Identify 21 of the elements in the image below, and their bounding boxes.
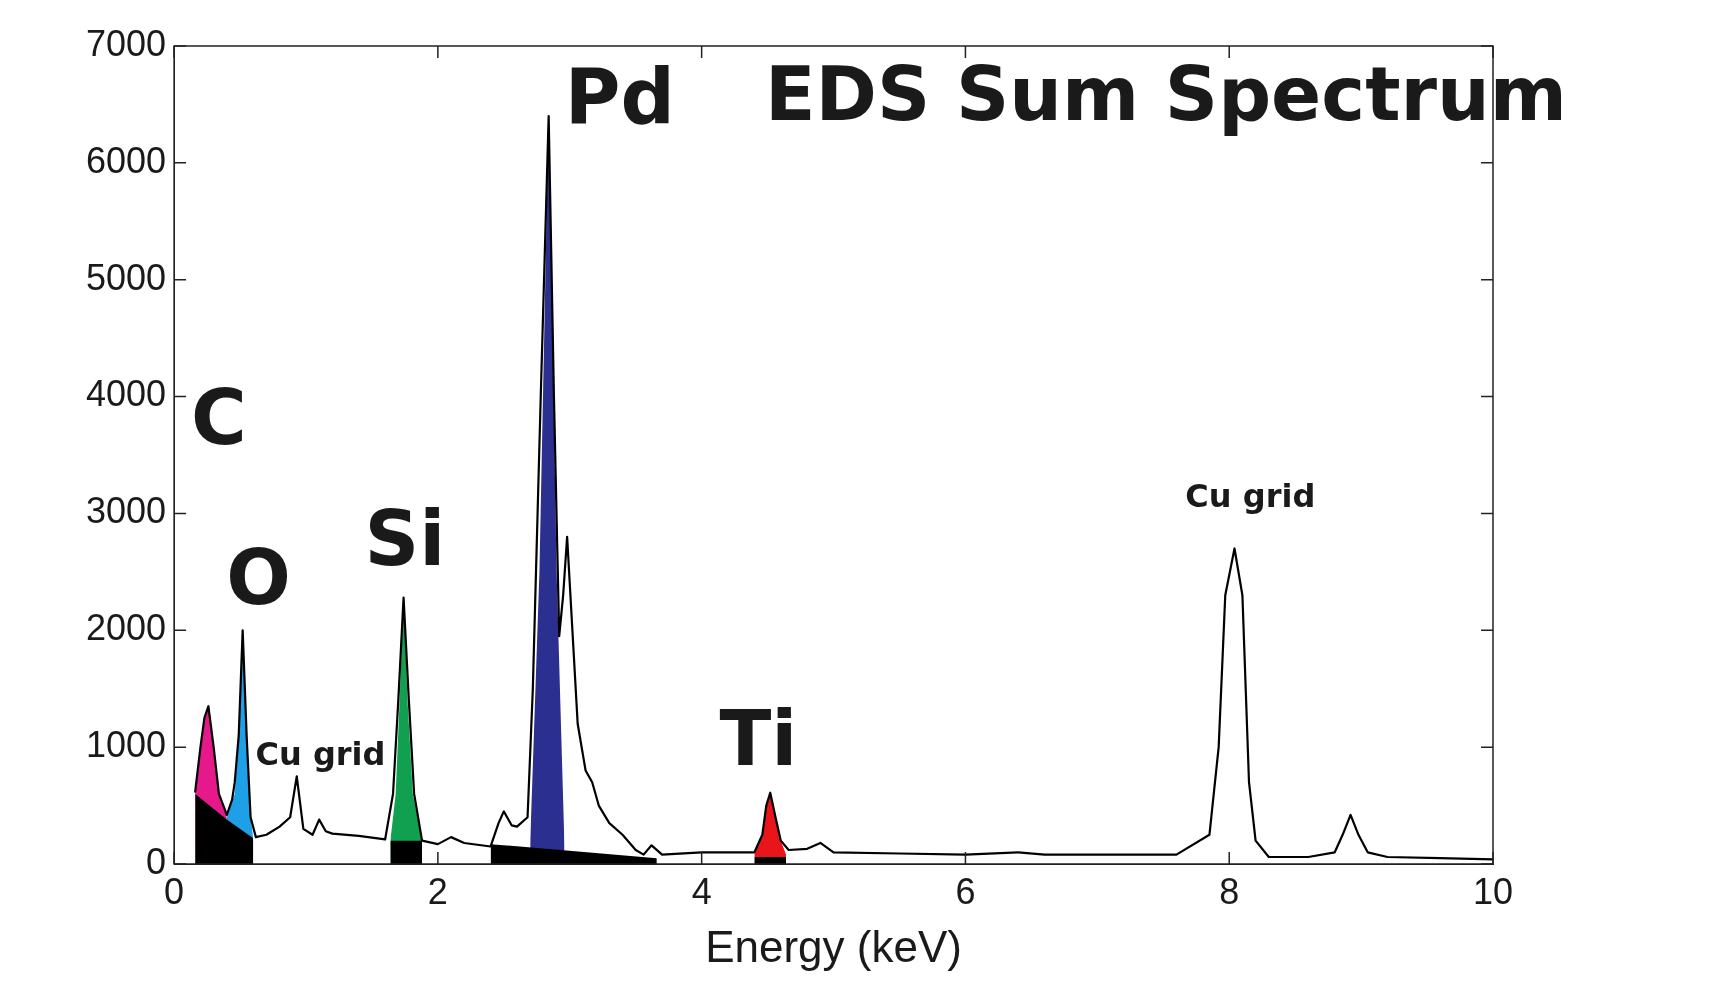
x-tick-label: 2 [427, 870, 448, 912]
x-tick-label: 10 [1472, 870, 1514, 912]
annotation: Ti [719, 694, 798, 784]
x-tick-label: 8 [1219, 870, 1240, 912]
y-tick-label: 6000 [85, 139, 167, 181]
x-tick-label: 6 [955, 870, 976, 912]
y-tick-label: 7000 [85, 22, 167, 64]
annotation: Cu grid [255, 735, 386, 774]
y-tick-label: 0 [146, 840, 167, 882]
y-tick-label: 1000 [85, 724, 167, 766]
annotation: C [191, 373, 247, 463]
annotation: Cu grid [1185, 477, 1316, 516]
x-axis-title: Energy (keV) [705, 921, 962, 971]
annotation: Pd [564, 51, 675, 141]
y-tick-label: 4000 [85, 373, 167, 415]
annotation: O [226, 532, 291, 622]
annotation: Si [364, 494, 446, 584]
y-tick-label: 3000 [85, 490, 167, 532]
y-tick-label: 2000 [85, 607, 167, 649]
x-tick-label: 4 [691, 870, 712, 912]
y-tick-label: 5000 [85, 256, 167, 298]
